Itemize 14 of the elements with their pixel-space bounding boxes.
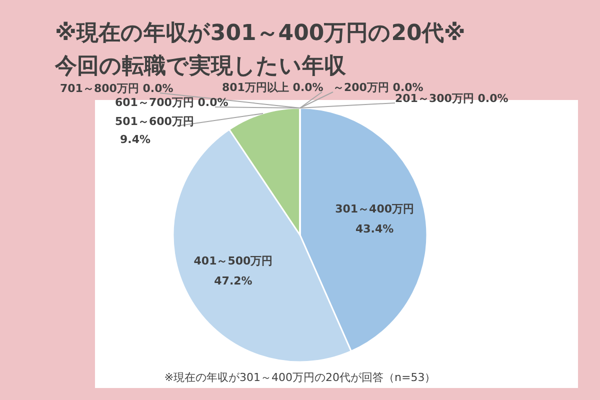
slice-label: 501～600万円: [115, 115, 194, 128]
data-label: 9.4%: [120, 133, 151, 146]
category-label: ～200万円 0.0%: [333, 81, 424, 94]
category-label: 601～700万円 0.0%: [115, 96, 228, 109]
slice-label: 301～400万円: [335, 202, 414, 216]
category-label: 701～800万円 0.0%: [60, 82, 174, 95]
category-label: 801万円以上 0.0%: [222, 81, 324, 94]
data-label: 47.2%: [214, 274, 252, 288]
chart-title: ※現在の年収が301～400万円の20代※: [55, 21, 466, 46]
data-label: 43.4%: [355, 222, 394, 236]
category-label: 201～300万円 0.0%: [395, 92, 508, 105]
chart-subtitle: 今回の転職で実現したい年収: [54, 53, 347, 79]
text: ※現在の年収が301～400万円の20代が回答（n=53）: [164, 371, 436, 384]
slice-label: 401～500万円: [194, 254, 273, 268]
